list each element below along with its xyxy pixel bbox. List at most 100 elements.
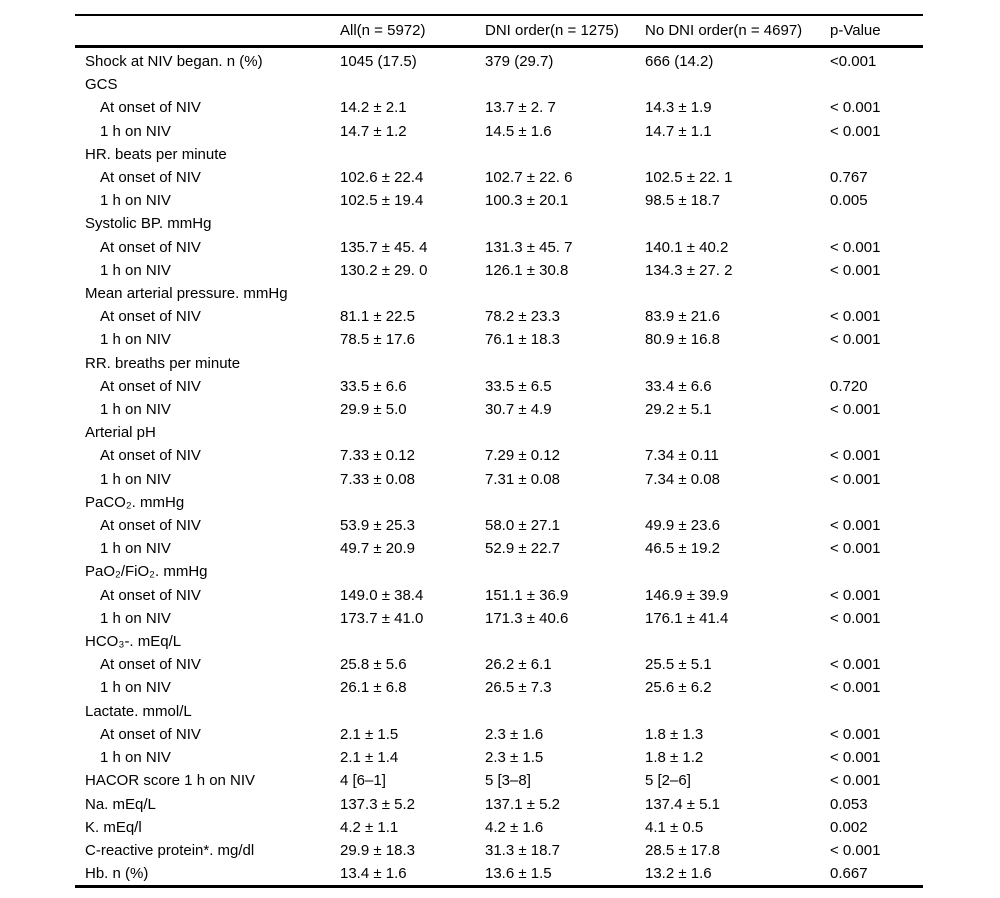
- cell-p-value: [830, 73, 923, 96]
- cell-dni-order: 5 [3–8]: [485, 772, 531, 790]
- cell-all: 33.5 ± 6.6: [340, 377, 407, 395]
- cell-p-value: [830, 352, 923, 375]
- row-label: 1 h on NIV: [100, 261, 171, 279]
- cell-all: [340, 143, 485, 166]
- table-row: At onset of NIV 14.2 ± 2.1 13.7 ± 2. 7 1…: [75, 96, 923, 119]
- cell-no-dni-order: [645, 352, 830, 375]
- cell-no-dni-order: 146.9 ± 39.9: [645, 586, 729, 604]
- cell-p-value: <0.001: [830, 53, 877, 70]
- cell-p-value: 0.005: [830, 192, 868, 210]
- cell-no-dni-order: [645, 491, 830, 514]
- cell-dni-order: 33.5 ± 6.5: [485, 377, 552, 395]
- cell-no-dni-order: 25.5 ± 5.1: [645, 656, 712, 674]
- cell-p-value: [830, 282, 923, 305]
- row-label: Arterial pH: [85, 424, 156, 442]
- cell-dni-order: [485, 143, 645, 166]
- table-row: 1 h on NIV 2.1 ± 1.4 2.3 ± 1.5 1.8 ± 1.2…: [75, 746, 923, 769]
- clinical-parameters-table: All(n = 5972) DNI order(n = 1275) No DNI…: [75, 14, 923, 889]
- row-label: At onset of NIV: [100, 377, 201, 395]
- cell-no-dni-order: [645, 700, 830, 723]
- cell-dni-order: 2.3 ± 1.5: [485, 749, 544, 767]
- cell-all: 137.3 ± 5.2: [340, 795, 415, 813]
- cell-no-dni-order: 666 (14.2): [645, 53, 714, 70]
- row-label: Mean arterial pressure. mmHg: [85, 285, 288, 303]
- cell-no-dni-order: 25.6 ± 6.2: [645, 679, 712, 697]
- column-header-dni-order: DNI order(n = 1275): [485, 15, 645, 48]
- cell-p-value: < 0.001: [830, 772, 881, 790]
- table-row: 1 h on NIV 78.5 ± 17.6 76.1 ± 18.3 80.9 …: [75, 328, 923, 351]
- table-row: Na. mEq/L 137.3 ± 5.2 137.1 ± 5.2 137.4 …: [75, 793, 923, 816]
- cell-all: 4 [6–1]: [340, 772, 386, 790]
- cell-no-dni-order: 49.9 ± 23.6: [645, 517, 720, 535]
- cell-p-value: 0.767: [830, 169, 868, 187]
- cell-p-value: < 0.001: [830, 238, 881, 256]
- cell-dni-order: 7.29 ± 0.12: [485, 447, 560, 465]
- row-label: At onset of NIV: [100, 169, 201, 187]
- row-label: 1 h on NIV: [100, 679, 171, 697]
- row-label: HCO₃-. mEq/L: [85, 633, 182, 651]
- cell-no-dni-order: 28.5 ± 17.8: [645, 841, 720, 859]
- cell-dni-order: 4.2 ± 1.6: [485, 818, 544, 836]
- row-label: Systolic BP. mmHg: [85, 215, 212, 233]
- row-label: 1 h on NIV: [100, 331, 171, 349]
- table-row: K. mEq/l 4.2 ± 1.1 4.2 ± 1.6 4.1 ± 0.5 0…: [75, 816, 923, 839]
- table-row: At onset of NIV 2.1 ± 1.5 2.3 ± 1.6 1.8 …: [75, 723, 923, 746]
- table-row: 1 h on NIV 29.9 ± 5.0 30.7 ± 4.9 29.2 ± …: [75, 398, 923, 421]
- cell-dni-order: [485, 352, 645, 375]
- cell-dni-order: 26.5 ± 7.3: [485, 679, 552, 697]
- cell-all: 78.5 ± 17.6: [340, 331, 415, 349]
- table-row: 1 h on NIV 26.1 ± 6.8 26.5 ± 7.3 25.6 ± …: [75, 676, 923, 699]
- cell-p-value: 0.002: [830, 818, 868, 836]
- table-row: Mean arterial pressure. mmHg: [75, 282, 923, 305]
- cell-p-value: < 0.001: [830, 122, 881, 140]
- column-header-no-dni-order: No DNI order(n = 4697): [645, 15, 830, 48]
- cell-p-value: < 0.001: [830, 679, 881, 697]
- cell-p-value: [830, 560, 923, 583]
- table-row: RR. breaths per minute: [75, 352, 923, 375]
- cell-all: 135.7 ± 45. 4: [340, 238, 428, 256]
- table-row: At onset of NIV 81.1 ± 22.5 78.2 ± 23.3 …: [75, 305, 923, 328]
- cell-dni-order: [485, 421, 645, 444]
- table-row: 1 h on NIV 102.5 ± 19.4 100.3 ± 20.1 98.…: [75, 189, 923, 212]
- cell-dni-order: 131.3 ± 45. 7: [485, 238, 573, 256]
- cell-all: 53.9 ± 25.3: [340, 517, 415, 535]
- table-row: PaO₂/FiO₂. mmHg: [75, 560, 923, 583]
- cell-no-dni-order: 102.5 ± 22. 1: [645, 169, 733, 187]
- cell-p-value: < 0.001: [830, 540, 881, 558]
- cell-p-value: [830, 700, 923, 723]
- cell-all: 14.7 ± 1.2: [340, 122, 407, 140]
- table-row: At onset of NIV 33.5 ± 6.6 33.5 ± 6.5 33…: [75, 375, 923, 398]
- row-label: At onset of NIV: [100, 238, 201, 256]
- cell-dni-order: [485, 212, 645, 235]
- cell-all: 49.7 ± 20.9: [340, 540, 415, 558]
- cell-all: 102.6 ± 22.4: [340, 169, 424, 187]
- cell-dni-order: [485, 73, 645, 96]
- table-row: At onset of NIV 102.6 ± 22.4 102.7 ± 22.…: [75, 166, 923, 189]
- cell-all: [340, 700, 485, 723]
- cell-dni-order: 58.0 ± 27.1: [485, 517, 560, 535]
- table-row: C-reactive protein*. mg/dl 29.9 ± 18.3 3…: [75, 839, 923, 862]
- cell-dni-order: 78.2 ± 23.3: [485, 308, 560, 326]
- row-label: 1 h on NIV: [100, 540, 171, 558]
- cell-p-value: [830, 491, 923, 514]
- cell-dni-order: 13.7 ± 2. 7: [485, 99, 556, 117]
- table-row: At onset of NIV 135.7 ± 45. 4 131.3 ± 45…: [75, 236, 923, 259]
- cell-dni-order: 13.6 ± 1.5: [485, 865, 552, 883]
- row-label: PaCO₂. mmHg: [85, 493, 185, 511]
- cell-all: 102.5 ± 19.4: [340, 192, 424, 210]
- cell-all: 25.8 ± 5.6: [340, 656, 407, 674]
- cell-dni-order: 52.9 ± 22.7: [485, 540, 560, 558]
- cell-dni-order: [485, 282, 645, 305]
- cell-p-value: 0.667: [830, 865, 868, 883]
- cell-dni-order: [485, 700, 645, 723]
- cell-all: [340, 630, 485, 653]
- row-label: PaO₂/FiO₂. mmHg: [85, 563, 208, 581]
- row-label: At onset of NIV: [100, 99, 201, 117]
- cell-dni-order: 26.2 ± 6.1: [485, 656, 552, 674]
- table-header-row: All(n = 5972) DNI order(n = 1275) No DNI…: [75, 15, 923, 48]
- cell-no-dni-order: 1.8 ± 1.2: [645, 749, 704, 767]
- cell-no-dni-order: 29.2 ± 5.1: [645, 401, 712, 419]
- cell-no-dni-order: 5 [2–6]: [645, 772, 691, 790]
- row-label: HR. beats per minute: [85, 145, 227, 163]
- cell-all: [340, 352, 485, 375]
